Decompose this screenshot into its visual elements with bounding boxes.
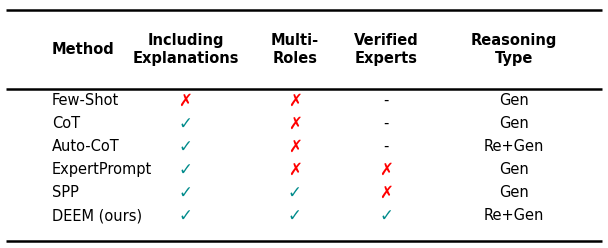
Text: Verified
Experts: Verified Experts: [354, 33, 418, 66]
Text: Including
Explanations: Including Explanations: [132, 33, 239, 66]
Text: ✗: ✗: [379, 161, 393, 179]
Text: Re+Gen: Re+Gen: [483, 139, 544, 154]
Text: ✓: ✓: [379, 207, 393, 225]
Text: SPP: SPP: [52, 185, 78, 200]
Text: ✗: ✗: [179, 92, 192, 109]
Text: ✓: ✓: [179, 161, 192, 179]
Text: ✗: ✗: [288, 138, 302, 155]
Text: Multi-
Roles: Multi- Roles: [271, 33, 319, 66]
Text: Auto-CoT: Auto-CoT: [52, 139, 119, 154]
Text: ✓: ✓: [179, 207, 192, 225]
Text: Gen: Gen: [499, 93, 528, 108]
Text: ✗: ✗: [379, 184, 393, 202]
Text: ✓: ✓: [288, 207, 302, 225]
Text: ✓: ✓: [179, 184, 192, 202]
Text: Re+Gen: Re+Gen: [483, 208, 544, 223]
Text: Gen: Gen: [499, 185, 528, 200]
Text: ✓: ✓: [179, 115, 192, 132]
Text: ExpertPrompt: ExpertPrompt: [52, 162, 152, 177]
Text: ✗: ✗: [288, 115, 302, 132]
Text: -: -: [384, 139, 389, 154]
Text: Gen: Gen: [499, 162, 528, 177]
Text: Gen: Gen: [499, 116, 528, 131]
Text: Few-Shot: Few-Shot: [52, 93, 119, 108]
Text: ✗: ✗: [288, 92, 302, 109]
Text: Reasoning
Type: Reasoning Type: [471, 33, 557, 66]
Text: -: -: [384, 116, 389, 131]
Text: ✓: ✓: [288, 184, 302, 202]
Text: ✓: ✓: [179, 138, 192, 155]
Text: -: -: [384, 93, 389, 108]
Text: ✗: ✗: [288, 161, 302, 179]
Text: Method: Method: [52, 42, 114, 57]
Text: DEEM (ours): DEEM (ours): [52, 208, 142, 223]
Text: CoT: CoT: [52, 116, 80, 131]
